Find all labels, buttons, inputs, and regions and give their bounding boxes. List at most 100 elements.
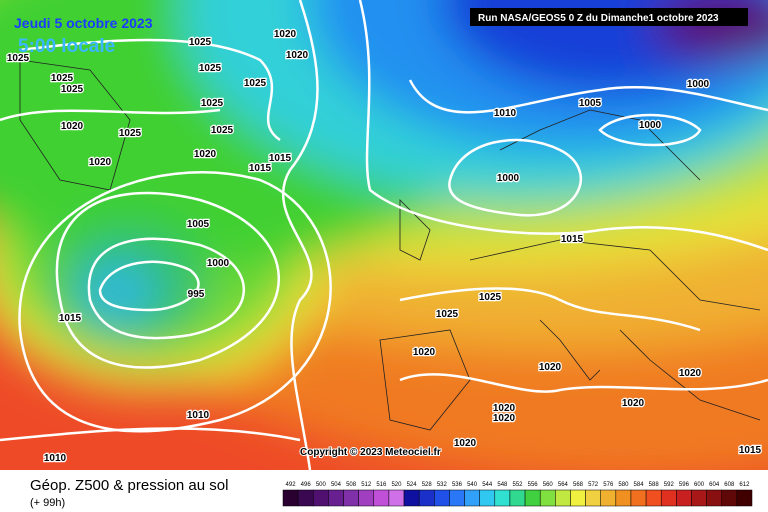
isobar-label: 1015 <box>561 234 584 245</box>
isobar-label: 1020 <box>539 362 562 373</box>
isobar-label: 1020 <box>493 403 516 414</box>
color-legend: 492 496 500 504 508 512 516 520 524 528 532 536 540 5… <box>282 482 753 507</box>
isobar-label: 1020 <box>286 50 309 61</box>
isobar-label: 1015 <box>739 445 762 456</box>
isobar-label: 1020 <box>454 438 477 449</box>
isobar-label: 1000 <box>687 79 710 90</box>
legend-label: 556 <box>528 482 539 488</box>
legend-label: 592 <box>664 482 675 488</box>
legend-swatch <box>494 489 511 507</box>
legend-label: 504 <box>331 482 342 488</box>
legend-swatch <box>706 489 722 507</box>
isobar-label: 1020 <box>194 149 217 160</box>
isobar-label: 1025 <box>211 125 234 136</box>
header-time: 5:00 locale <box>18 36 115 57</box>
legend-swatch <box>403 489 420 507</box>
legend-swatch <box>555 489 571 507</box>
legend-swatch <box>297 489 314 507</box>
legend-label: 572 <box>588 482 599 488</box>
legend-swatch <box>358 489 375 507</box>
isobar-label: 1020 <box>274 29 297 40</box>
legend-label: 564 <box>558 482 569 488</box>
legend-label: 600 <box>694 482 705 488</box>
isobar-label: 1025 <box>119 128 142 139</box>
coastlines <box>19 59 761 431</box>
isobar-label: 1000 <box>639 120 662 131</box>
isobar-label: 1025 <box>189 37 212 48</box>
legend-swatch <box>524 489 541 507</box>
isobar-label: 1000 <box>207 258 230 269</box>
run-info: Run NASA/GEOS5 0 Z du Dimanche1 octobre … <box>478 13 719 24</box>
legend-swatch <box>645 489 662 507</box>
isobar-label: 1025 <box>7 53 30 64</box>
legend-label: 604 <box>709 482 720 488</box>
isobar-label: 1020 <box>493 413 516 424</box>
legend-label: 612 <box>739 482 750 488</box>
legend-label: 580 <box>618 482 629 488</box>
legend-swatch <box>313 489 329 507</box>
footer-lead: (+ 99h) <box>30 497 65 509</box>
legend-label: 524 <box>407 482 418 488</box>
legend-swatch <box>736 489 753 507</box>
header-date: Jeudi 5 octobre 2023 <box>14 15 153 31</box>
legend-swatch <box>585 489 601 507</box>
run-box <box>470 8 748 26</box>
isobar-label: 1020 <box>89 157 112 168</box>
isobar-label: 1015 <box>249 163 272 174</box>
legend-swatch <box>343 489 359 507</box>
isobar-label: 1020 <box>61 121 84 132</box>
legend-label: 544 <box>482 482 493 488</box>
legend-swatch <box>721 489 738 507</box>
isobar-label: 1025 <box>436 309 459 320</box>
legend-swatch <box>418 489 435 507</box>
legend-label: 492 <box>286 482 297 488</box>
legend-swatch <box>539 489 556 507</box>
legend-swatch <box>479 489 496 507</box>
legend-swatch <box>328 489 344 507</box>
isobar-label: 1015 <box>59 313 82 324</box>
legend-swatch <box>282 489 299 507</box>
isobar-label: 1025 <box>199 63 222 74</box>
isobar-label: 1005 <box>579 98 602 109</box>
legend-swatch <box>660 489 677 507</box>
isobar-label: 1010 <box>187 410 210 421</box>
legend-label: 536 <box>452 482 463 488</box>
legend-swatch <box>570 489 586 507</box>
legend-swatch <box>434 489 450 507</box>
legend-label: 500 <box>316 482 327 488</box>
isobar-label: 1010 <box>44 453 67 464</box>
legend-label: 560 <box>543 482 554 488</box>
legend-label: 588 <box>649 482 660 488</box>
isobars <box>0 0 768 470</box>
legend-label: 496 <box>301 482 312 488</box>
legend-swatch <box>464 489 480 507</box>
legend-label: 520 <box>391 482 402 488</box>
isobar-label: 1025 <box>61 84 84 95</box>
copyright: Copyright © 2023 Meteociel.fr <box>300 447 441 458</box>
isobar-label: 1005 <box>187 219 210 230</box>
legend-label: 552 <box>512 482 523 488</box>
isobar-label: 1025 <box>51 73 74 84</box>
isobar-label: 995 <box>188 289 205 300</box>
isobar-label: 1025 <box>244 78 267 89</box>
legend-swatch <box>630 489 647 507</box>
legend-swatch <box>615 489 632 507</box>
legend-swatch <box>373 489 390 507</box>
field <box>0 0 768 470</box>
isobar-label: 1020 <box>622 398 645 409</box>
isobar-label: 1025 <box>201 98 224 109</box>
legend-swatch <box>388 489 405 507</box>
legend-label: 568 <box>573 482 584 488</box>
isobar-label: 1015 <box>269 153 292 164</box>
isobar-label: 1020 <box>413 347 436 358</box>
legend-label: 532 <box>437 482 448 488</box>
legend-label: 596 <box>679 482 690 488</box>
isobar-label: 1020 <box>679 368 702 379</box>
footer-title: Géop. Z500 & pression au sol <box>30 477 228 494</box>
legend-label: 548 <box>497 482 508 488</box>
legend-label: 508 <box>346 482 357 488</box>
legend-label: 576 <box>603 482 614 488</box>
isobar-label: 1025 <box>479 292 502 303</box>
